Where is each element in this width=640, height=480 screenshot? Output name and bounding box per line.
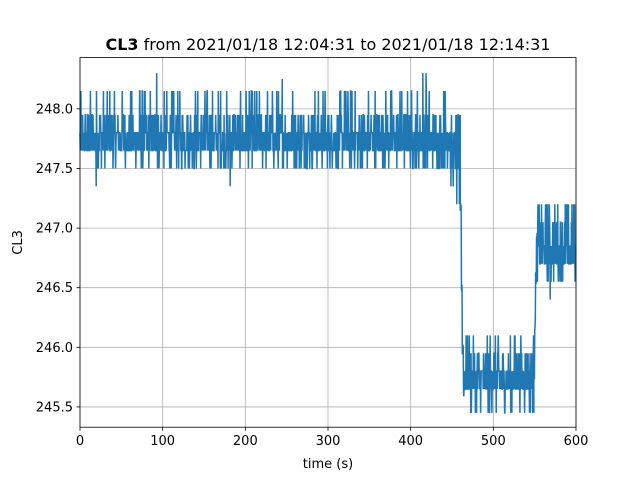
y-tick-label: 245.5 [36,400,73,415]
x-tick-label: 300 [316,434,341,449]
series-line [79,73,577,414]
x-tick-label: 400 [398,434,423,449]
x-axis-label: time (s) [303,457,353,472]
y-tick-label: 248.0 [36,102,73,117]
x-tick-label: 100 [150,434,175,449]
chart-title-rest: from 2021/01/18 12:04:31 to 2021/01/18 1… [139,35,551,54]
x-tick-label: 500 [481,434,506,449]
x-axis-ticks: 0 100 200 300 400 500 600 [76,427,589,449]
y-tick-label: 246.5 [36,281,73,296]
y-tick-label: 247.0 [36,222,73,237]
x-tick-label: 200 [233,434,258,449]
chart-title: CL3 from 2021/01/18 12:04:31 to 2021/01/… [105,35,550,54]
x-tick-label: 0 [76,434,84,449]
x-tick-label: 600 [564,434,589,449]
y-tick-label: 247.5 [36,162,73,177]
data-series [79,73,577,414]
y-axis-label: CL3 [11,230,26,255]
y-axis-ticks: 245.5 246.0 246.5 247.0 247.5 248.0 [36,102,80,415]
chart-title-bold: CL3 [105,35,138,54]
y-tick-label: 246.0 [36,341,73,356]
